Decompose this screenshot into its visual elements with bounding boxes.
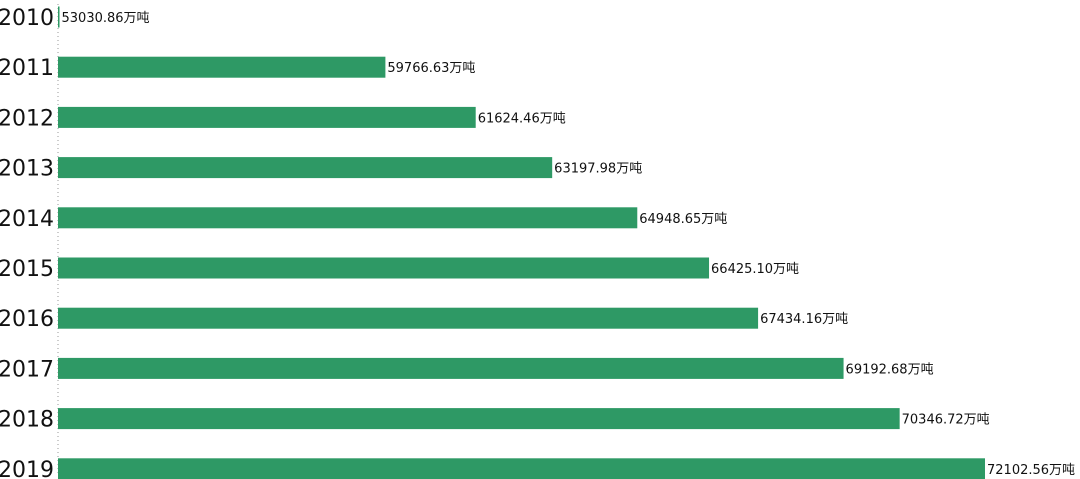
value-label-2013: 63197.98万吨 bbox=[554, 162, 642, 177]
bar-2014 bbox=[58, 207, 638, 229]
category-label-2016: 2016 bbox=[0, 307, 54, 332]
bar-2017 bbox=[58, 357, 844, 379]
value-label-2014: 64948.65万吨 bbox=[639, 212, 727, 227]
category-label-2012: 2012 bbox=[0, 106, 54, 131]
category-label-2011: 2011 bbox=[0, 56, 54, 81]
category-label-2019: 2019 bbox=[0, 458, 54, 479]
labels-group: 2010 53030.86万吨 2011 59766.63万吨 2012 61624.46… bbox=[0, 6, 1075, 479]
value-label-2016: 67434.16万吨 bbox=[760, 312, 848, 327]
bars-group bbox=[58, 6, 985, 479]
value-label-2018: 70346.72万吨 bbox=[902, 413, 990, 428]
category-label-2018: 2018 bbox=[0, 408, 54, 433]
bar-2012 bbox=[58, 106, 476, 128]
value-label-2019: 72102.56万吨 bbox=[987, 463, 1075, 478]
category-label-2015: 2015 bbox=[0, 257, 54, 282]
bar-2019 bbox=[58, 458, 985, 479]
bar-2013 bbox=[58, 157, 553, 179]
value-label-2017: 69192.68万吨 bbox=[846, 362, 934, 377]
value-label-2015: 66425.10万吨 bbox=[711, 262, 799, 277]
value-label-2011: 59766.63万吨 bbox=[387, 61, 475, 76]
category-label-2017: 2017 bbox=[0, 357, 54, 382]
bar-2015 bbox=[58, 257, 710, 279]
bar-2018 bbox=[58, 408, 900, 430]
bar-2011 bbox=[58, 56, 386, 78]
bar-2010 bbox=[58, 6, 60, 28]
category-label-2010: 2010 bbox=[0, 6, 54, 31]
value-label-2010: 53030.86万吨 bbox=[62, 11, 150, 26]
category-label-2013: 2013 bbox=[0, 157, 54, 182]
bar-2016 bbox=[58, 307, 759, 329]
value-label-2012: 61624.46万吨 bbox=[478, 111, 566, 126]
category-label-2014: 2014 bbox=[0, 207, 54, 232]
